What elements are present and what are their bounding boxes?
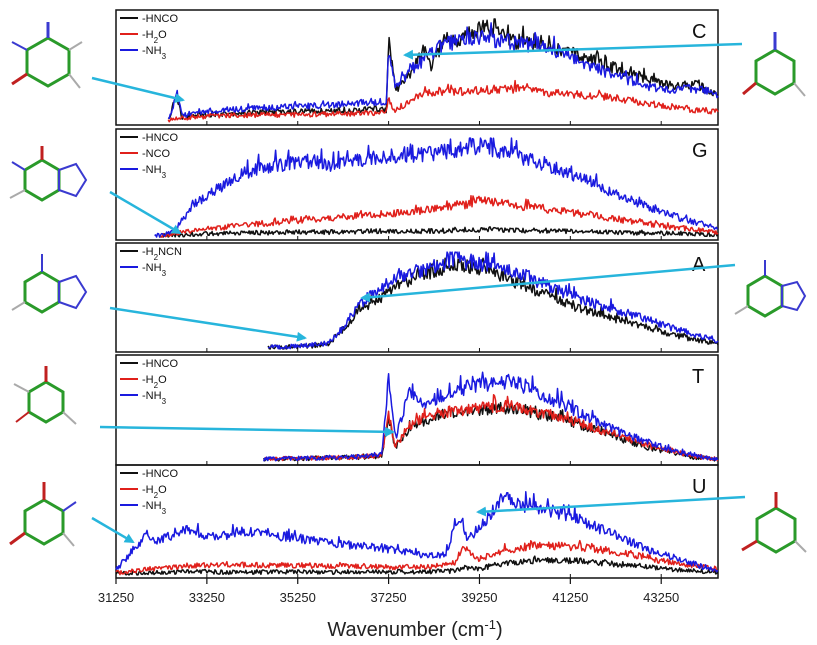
- series-line-c-3: [167, 22, 719, 120]
- series-line-c-1: [167, 18, 719, 120]
- thymine-structure: [13, 366, 77, 425]
- guanine-structure: [9, 146, 88, 202]
- panel-c: C -HNCO -H2O-NH3: [115, 9, 719, 126]
- panel-label: T: [692, 366, 704, 388]
- series-line-g-1: [158, 226, 719, 238]
- x-axis-label: Wavenumber (cm-1): [327, 617, 502, 642]
- series-line-g-3: [154, 137, 719, 238]
- x-tick-label: 33250: [189, 590, 225, 605]
- panel-frame: [115, 242, 719, 353]
- x-tick-label: 31250: [98, 590, 134, 605]
- legend-label: -NH3: [142, 390, 167, 406]
- arrow-u-right: [476, 495, 746, 517]
- legend-label: -NH3: [142, 500, 167, 516]
- series-line-u-1: [115, 555, 719, 576]
- panel-a: A -H2NCN-NH3: [115, 242, 719, 353]
- panel-t: T -HNCO -H2O-NH3: [115, 354, 719, 466]
- legend-label: -HNCO: [142, 358, 178, 370]
- series-line-t-3: [262, 371, 719, 462]
- panel-frame: [115, 128, 719, 241]
- legend-label: -HNCO: [142, 13, 178, 25]
- uracil-structure-right: [741, 492, 807, 554]
- panels: C-HNCO-H2O-NH3G-HNCO-NCO-NH3A-H2NCN-NH3T…: [115, 9, 719, 579]
- x-tick-label: 37250: [371, 590, 407, 605]
- panel-label: U: [692, 476, 706, 498]
- arrow-c-left: [91, 76, 185, 103]
- panel-label: G: [692, 140, 708, 162]
- legend-label: -HNCO: [142, 132, 178, 144]
- legend-label: -H2O: [142, 484, 167, 500]
- cytosine-structure-left: [11, 22, 83, 89]
- panel-label: C: [692, 21, 706, 43]
- panel-u: U -HNCO -H2O-NH3: [115, 464, 719, 579]
- x-tick-label: 43250: [643, 590, 679, 605]
- arrow-g: [109, 190, 182, 235]
- adenine-structure-left: [11, 254, 88, 314]
- series-line-a-2: [267, 251, 719, 350]
- panel-label: A: [692, 254, 706, 276]
- series-line-c-2: [167, 79, 719, 123]
- series-line-a-1: [267, 255, 719, 350]
- arrow-a-left: [109, 306, 307, 342]
- arrow-a-right: [360, 263, 736, 303]
- legend-label: -H2O: [142, 374, 167, 390]
- legend-label: -NCO: [142, 148, 171, 160]
- legend-label: -H2O: [142, 29, 167, 45]
- panel-frame: [115, 354, 719, 466]
- panel-g: G -HNCO -NCO -NH3: [115, 128, 719, 241]
- uracil-structure-left: [9, 482, 77, 547]
- series-line-u-3: [115, 491, 719, 573]
- legend-label: -H2NCN: [142, 246, 182, 262]
- x-tick-label: 41250: [552, 590, 588, 605]
- adenine-structure-right: [734, 260, 807, 318]
- series-line-g-2: [159, 194, 719, 238]
- x-axis: 31250 33250 35250 37250 39250 41250 43250: [98, 578, 679, 605]
- x-tick-label: 39250: [461, 590, 497, 605]
- arrow-u-left: [91, 516, 135, 544]
- arrow-c-right: [403, 42, 743, 60]
- legend-label: -HNCO: [142, 468, 178, 480]
- panel-frame: [115, 9, 719, 126]
- x-tick-label: 35250: [280, 590, 316, 605]
- series-line-t-2: [263, 393, 719, 462]
- legend-label: -NH3: [142, 262, 167, 278]
- pointer-arrows: [91, 42, 746, 544]
- series-line-u-2: [115, 539, 719, 576]
- panel-frame: [115, 464, 719, 579]
- legend-label: -NH3: [142, 45, 167, 61]
- molecule-structures: [9, 22, 807, 554]
- legend-label: -NH3: [142, 164, 167, 180]
- cytosine-structure-right: [742, 32, 806, 97]
- arrow-t: [99, 425, 395, 437]
